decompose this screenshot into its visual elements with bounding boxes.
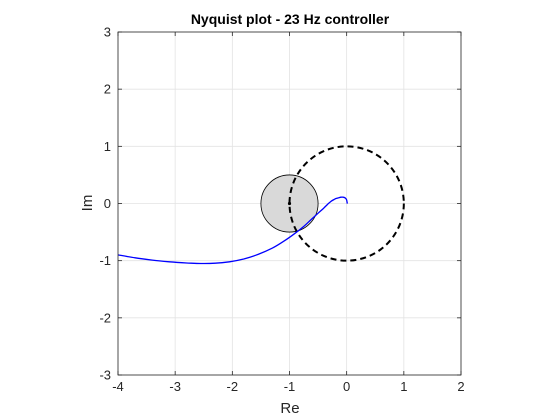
y-tick-label: 3 [104,25,111,40]
y-tick-label: 0 [104,196,111,211]
y-tick-label: -1 [99,253,111,268]
x-tick-label: 2 [457,379,464,394]
y-tick-label: -3 [99,368,111,383]
x-tick-label: -4 [112,379,124,394]
x-tick-label: -1 [284,379,296,394]
x-tick-label: 0 [343,379,350,394]
y-axis-label: Im [79,195,96,212]
x-tick-label: 1 [400,379,407,394]
y-tick-label: 1 [104,139,111,154]
y-tick-label: -2 [99,310,111,325]
x-tick-label: -3 [169,379,181,394]
x-axis-label: Re [280,400,299,417]
y-tick-label: 2 [104,82,111,97]
x-tick-label: -2 [227,379,239,394]
chart-title: Nyquist plot - 23 Hz controller [191,11,390,27]
